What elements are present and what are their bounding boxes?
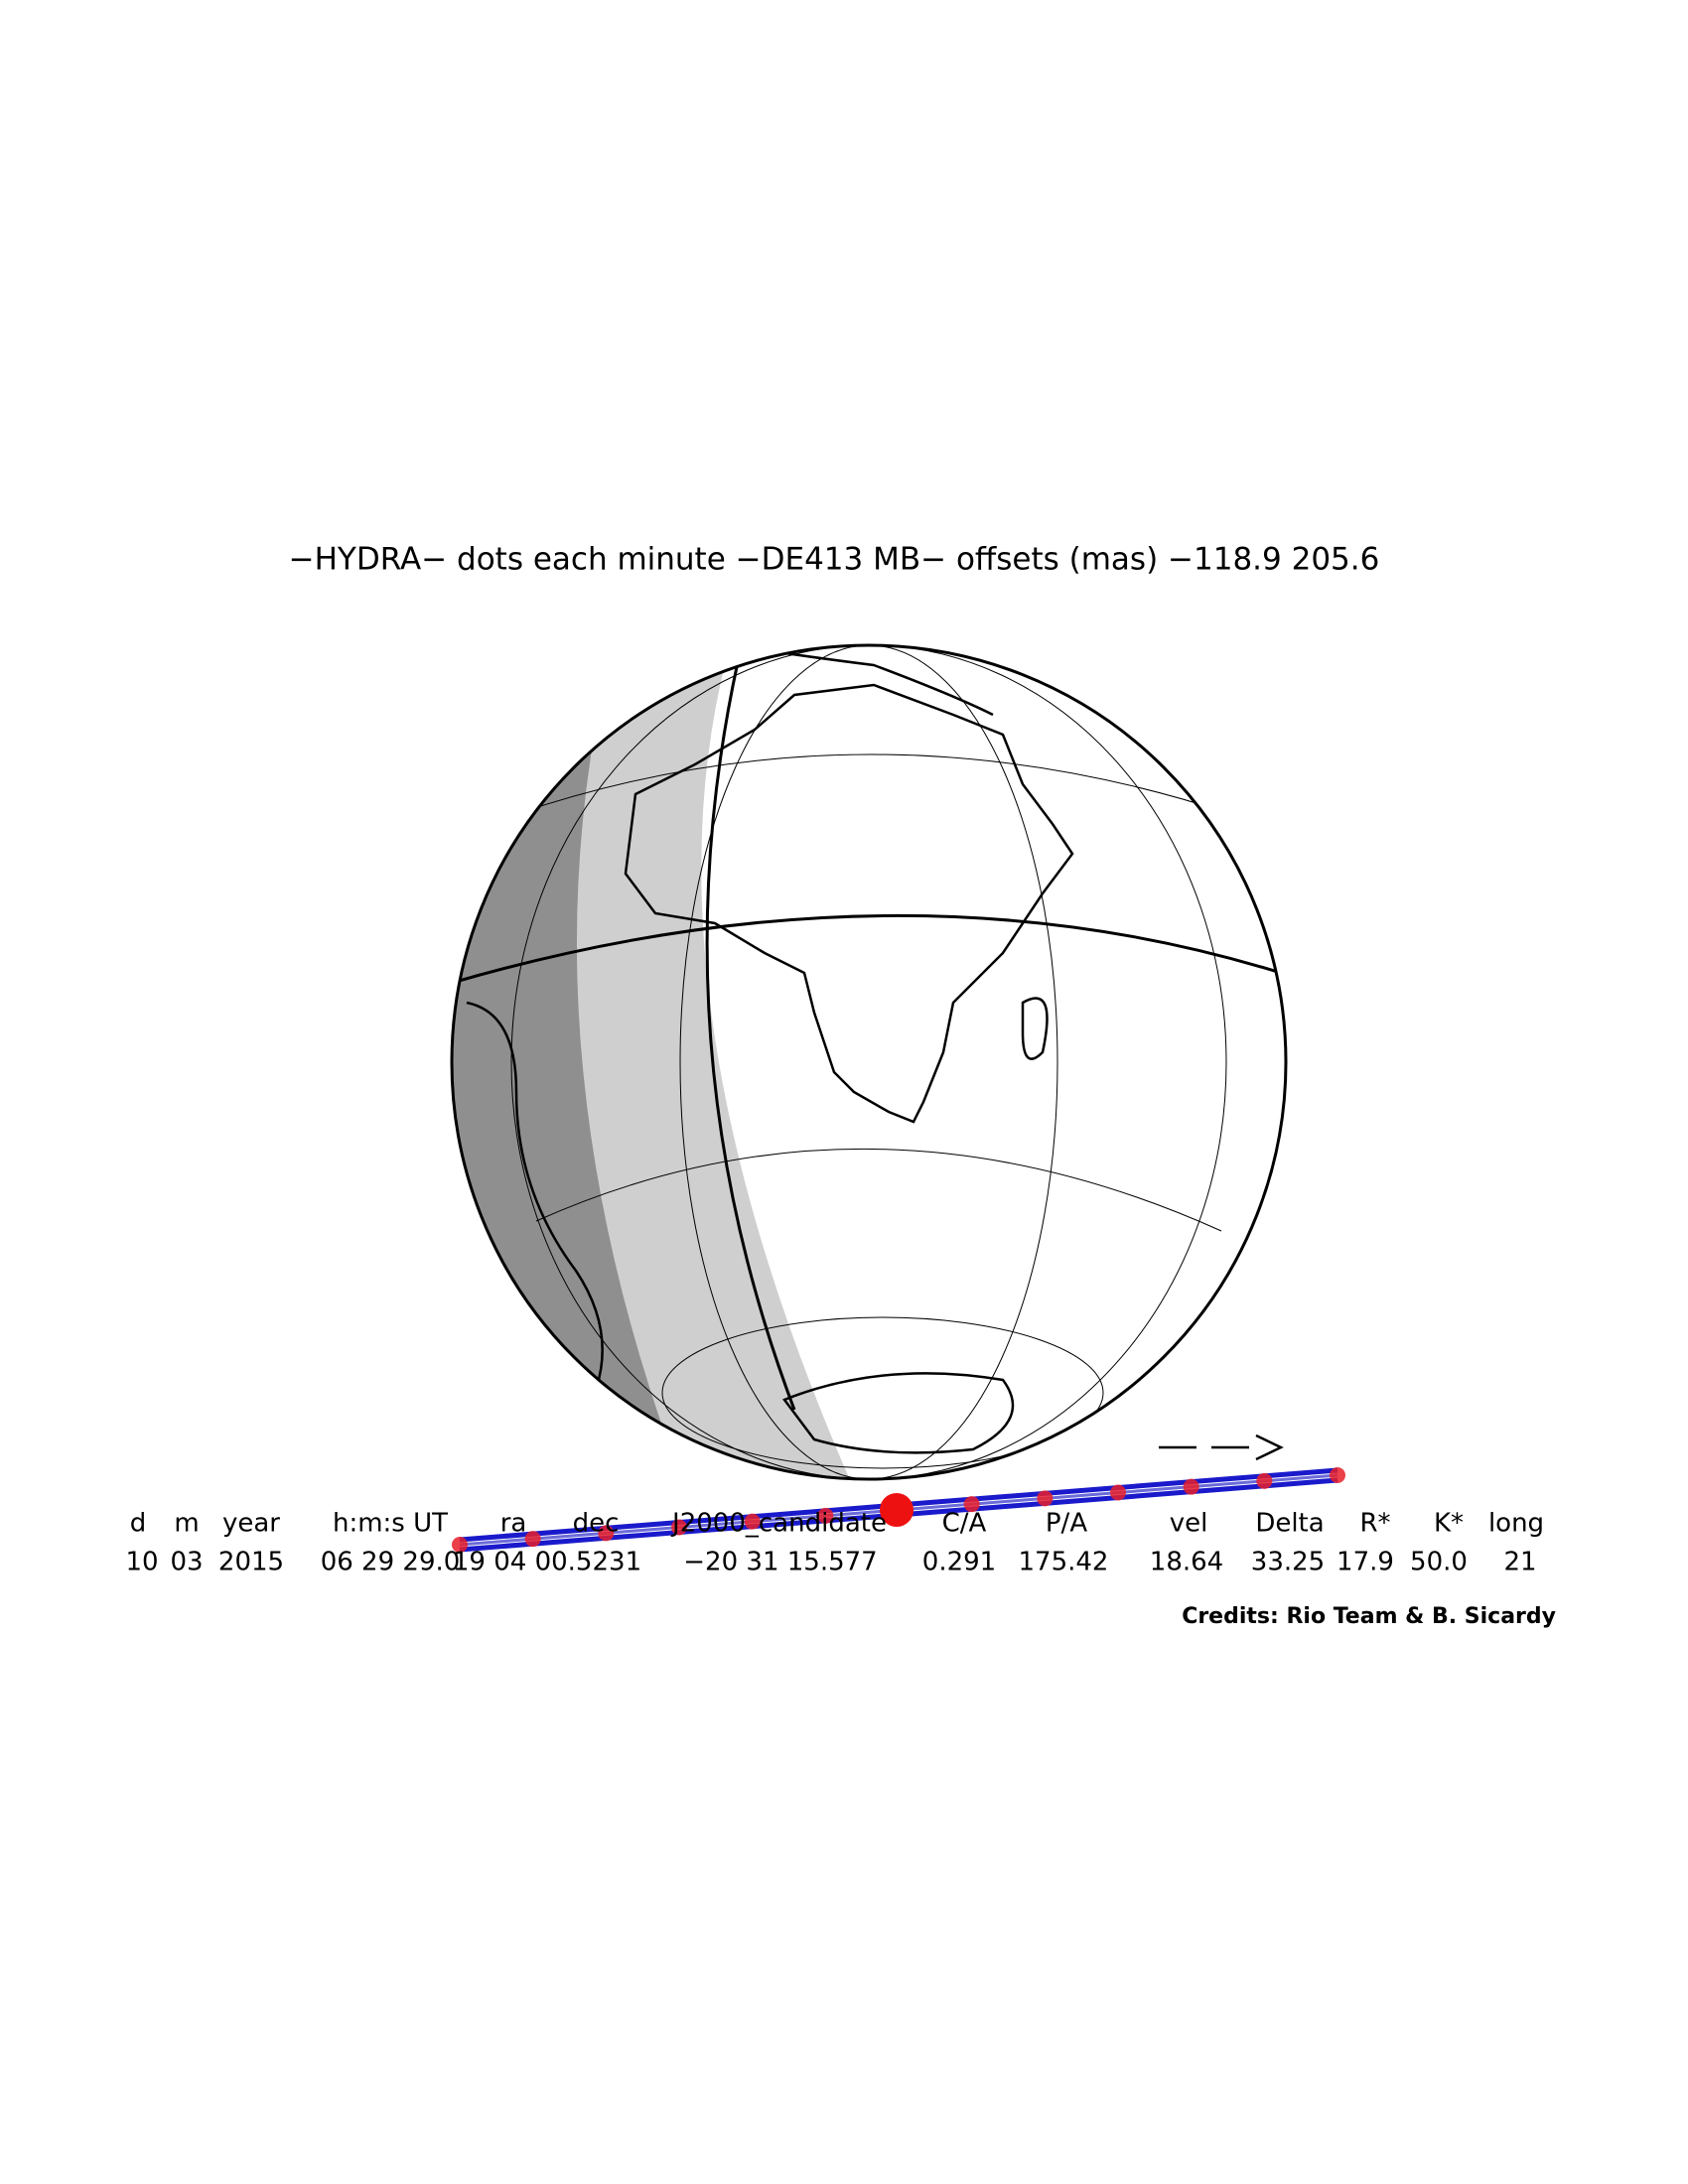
- table-value: 17.9: [1336, 1548, 1394, 1577]
- table-header: K*: [1434, 1509, 1464, 1539]
- table-value: 10: [125, 1548, 158, 1577]
- minute-dot: [817, 1507, 834, 1524]
- minute-dot: [524, 1531, 541, 1548]
- table-value: 06 29 29.0: [321, 1548, 461, 1577]
- minute-dot: [598, 1525, 615, 1542]
- arrow: [1159, 1433, 1284, 1461]
- minute-dot: [1330, 1467, 1345, 1483]
- table-value: 33.25: [1251, 1548, 1325, 1577]
- table-value: 0.291: [922, 1548, 996, 1577]
- minute-dot: [1037, 1490, 1054, 1507]
- table-header: year: [222, 1509, 280, 1539]
- table-header: d: [130, 1509, 147, 1539]
- table-header: vel: [1170, 1509, 1208, 1539]
- minute-dot: [671, 1519, 687, 1536]
- globe: [452, 645, 1286, 1479]
- table-value: −20 31 15.577: [683, 1548, 877, 1577]
- minute-dot: [1256, 1472, 1273, 1489]
- table-header: dec: [573, 1509, 620, 1539]
- table-value: 03: [170, 1548, 203, 1577]
- table-value: 19 04 00.5231: [453, 1548, 641, 1577]
- table-value: 175.42: [1019, 1548, 1109, 1577]
- table-header: C/A: [942, 1509, 987, 1539]
- credits: Credits: Rio Team & B. Sicardy: [1182, 1604, 1556, 1629]
- table-header: h:m:s UT: [333, 1509, 448, 1539]
- table-header: Delta: [1255, 1509, 1324, 1539]
- table-value: 21: [1503, 1548, 1536, 1577]
- minute-dot: [1110, 1484, 1126, 1501]
- table-header: m: [174, 1509, 199, 1539]
- table-header: ra: [500, 1509, 527, 1539]
- closest-approach-dot: [880, 1493, 914, 1527]
- globe-limb: [450, 643, 1288, 1481]
- table-value: 2015: [218, 1548, 284, 1577]
- minute-dot: [1183, 1478, 1199, 1495]
- table-header: J2000_candidate: [670, 1509, 887, 1539]
- minute-dot: [744, 1513, 761, 1530]
- table-value: 18.64: [1150, 1548, 1223, 1577]
- table-header: R*: [1359, 1509, 1390, 1539]
- table-value: 50.0: [1410, 1548, 1468, 1577]
- occultation-path: [452, 1467, 1345, 1553]
- title: −HYDRA− dots each minute −DE413 MB− offs…: [289, 542, 1380, 578]
- minute-dot: [452, 1537, 468, 1553]
- table-header: P/A: [1046, 1509, 1087, 1539]
- minute-dot: [963, 1496, 980, 1513]
- table-header: long: [1488, 1509, 1544, 1539]
